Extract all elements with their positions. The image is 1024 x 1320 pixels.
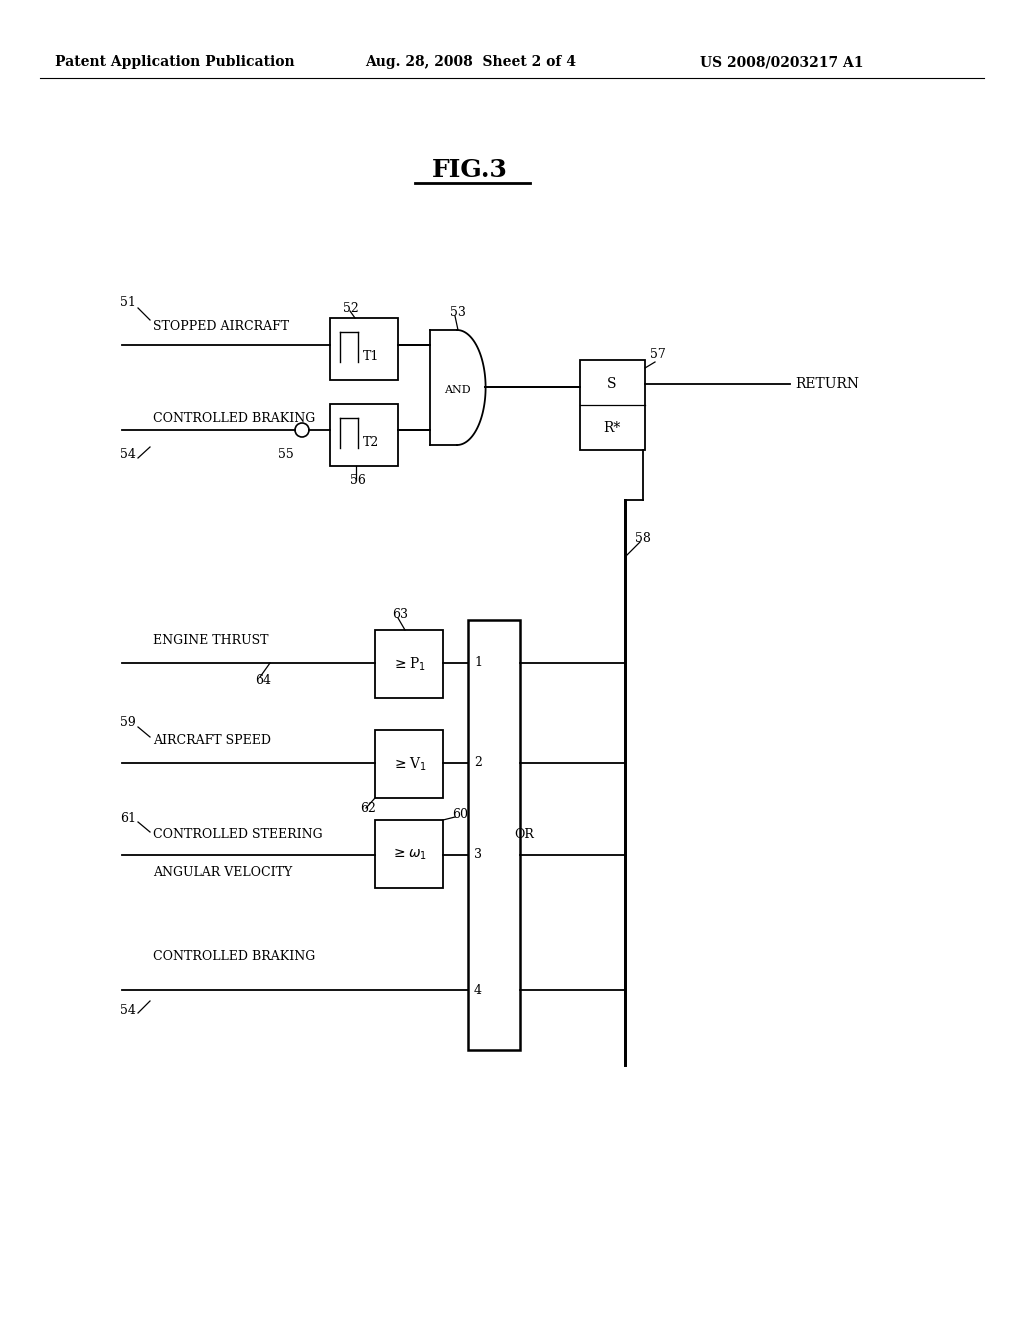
Text: CONTROLLED BRAKING: CONTROLLED BRAKING: [153, 950, 315, 964]
Text: S: S: [607, 378, 616, 391]
Bar: [330, 318, 398, 380]
Text: 61: 61: [120, 812, 136, 825]
Text: 1: 1: [474, 656, 482, 669]
Text: 52: 52: [343, 301, 358, 314]
Bar: [468, 620, 520, 1049]
Text: US 2008/0203217 A1: US 2008/0203217 A1: [700, 55, 863, 69]
Text: 55: 55: [278, 449, 294, 462]
Text: AIRCRAFT SPEED: AIRCRAFT SPEED: [153, 734, 271, 747]
Text: 56: 56: [350, 474, 366, 487]
Text: T1: T1: [362, 350, 379, 363]
Text: R*: R*: [603, 421, 621, 436]
Text: CONTROLLED STEERING: CONTROLLED STEERING: [153, 829, 323, 842]
Text: 2: 2: [474, 756, 482, 770]
Text: 57: 57: [650, 348, 666, 362]
Text: $\geq\omega_1$: $\geq\omega_1$: [391, 846, 427, 862]
Text: 51: 51: [120, 297, 136, 309]
Text: RETURN: RETURN: [795, 378, 859, 391]
Text: $\geq$P$_1$: $\geq$P$_1$: [392, 655, 426, 673]
Bar: [330, 404, 398, 466]
Text: 3: 3: [474, 849, 482, 862]
Bar: [375, 730, 443, 799]
Text: AND: AND: [444, 385, 471, 395]
Text: 60: 60: [452, 808, 468, 821]
Text: OR: OR: [514, 829, 534, 842]
Text: $\geq$V$_1$: $\geq$V$_1$: [392, 755, 426, 772]
Text: 64: 64: [255, 673, 271, 686]
Text: 63: 63: [392, 609, 408, 622]
Text: 4: 4: [474, 983, 482, 997]
Text: 62: 62: [360, 801, 376, 814]
Bar: [580, 360, 645, 450]
Text: FIG.3: FIG.3: [432, 158, 508, 182]
Text: ANGULAR VELOCITY: ANGULAR VELOCITY: [153, 866, 292, 879]
Bar: [375, 630, 443, 698]
Text: 54: 54: [120, 1003, 136, 1016]
Text: CONTROLLED BRAKING: CONTROLLED BRAKING: [153, 412, 315, 425]
Text: 59: 59: [120, 717, 136, 730]
Text: 53: 53: [450, 305, 466, 318]
Text: 54: 54: [120, 449, 136, 462]
Text: ENGINE THRUST: ENGINE THRUST: [153, 634, 268, 647]
Text: T2: T2: [362, 436, 379, 449]
Text: Aug. 28, 2008  Sheet 2 of 4: Aug. 28, 2008 Sheet 2 of 4: [365, 55, 575, 69]
Text: 58: 58: [635, 532, 651, 544]
Bar: [375, 820, 443, 888]
Text: STOPPED AIRCRAFT: STOPPED AIRCRAFT: [153, 319, 289, 333]
Text: Patent Application Publication: Patent Application Publication: [55, 55, 295, 69]
